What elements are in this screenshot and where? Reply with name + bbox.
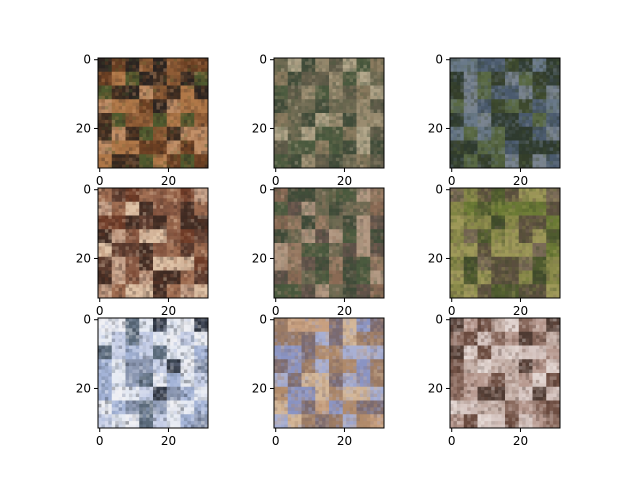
axes-frame [97,317,209,429]
x-tick-label: 20 [337,304,352,318]
y-tick-label: 20 [428,121,443,135]
generated-image [274,318,385,429]
subplot-2-2: 0 20 0 20 [428,313,561,448]
axes-frame [449,187,561,299]
subplot-0-2: 0 20 0 20 [428,53,561,188]
generated-image [98,58,209,169]
y-tick-label: 0 [83,53,91,67]
generated-image [450,318,561,429]
axes-frame [273,57,385,169]
x-tick-label: 20 [513,434,528,448]
y-tick-label: 0 [435,53,443,67]
y-tick-label: 0 [259,313,267,327]
y-tick-label: 0 [259,183,267,197]
x-tick-label: 0 [448,304,456,318]
x-tick-label: 20 [337,174,352,188]
y-tick-label: 20 [76,251,91,265]
subplot-1-0: 0 20 0 20 [76,183,209,318]
x-tick-label: 0 [272,434,280,448]
x-tick-label: 0 [96,304,104,318]
axes-frame [449,57,561,169]
x-tick-label: 0 [96,174,104,188]
generated-image [98,188,209,299]
x-tick-label: 20 [513,304,528,318]
subplot-0-0: 0 20 0 20 [76,53,209,188]
generated-image [274,188,385,299]
x-tick-label: 0 [96,434,104,448]
subplot-0-1: 0 20 0 20 [252,53,385,188]
subplot-2-0: 0 20 0 20 [76,313,209,448]
x-tick-label: 0 [448,434,456,448]
y-tick-label: 20 [428,381,443,395]
y-tick-label: 0 [83,313,91,327]
axes-frame [273,317,385,429]
y-tick-label: 20 [428,251,443,265]
y-tick-label: 20 [252,251,267,265]
generated-image [450,58,561,169]
axes-frame [449,317,561,429]
x-tick-label: 20 [337,434,352,448]
y-tick-label: 0 [259,53,267,67]
y-tick-label: 0 [435,313,443,327]
generated-image [98,318,209,429]
x-tick-label: 20 [161,304,176,318]
y-tick-label: 0 [83,183,91,197]
y-tick-label: 20 [76,381,91,395]
y-tick-label: 20 [76,121,91,135]
y-tick-label: 20 [252,121,267,135]
subplot-1-1: 0 20 0 20 [252,183,385,318]
x-tick-label: 0 [272,304,280,318]
axes-frame [97,187,209,299]
x-tick-label: 0 [448,174,456,188]
subplot-1-2: 0 20 0 20 [428,183,561,318]
x-tick-label: 20 [161,434,176,448]
x-tick-label: 0 [272,174,280,188]
x-tick-label: 20 [161,174,176,188]
y-tick-label: 20 [252,381,267,395]
axes-frame [273,187,385,299]
y-tick-label: 0 [435,183,443,197]
generated-image [274,58,385,169]
x-tick-label: 20 [513,174,528,188]
subplot-2-1: 0 20 0 20 [252,313,385,448]
generated-image [450,188,561,299]
axes-frame [97,57,209,169]
